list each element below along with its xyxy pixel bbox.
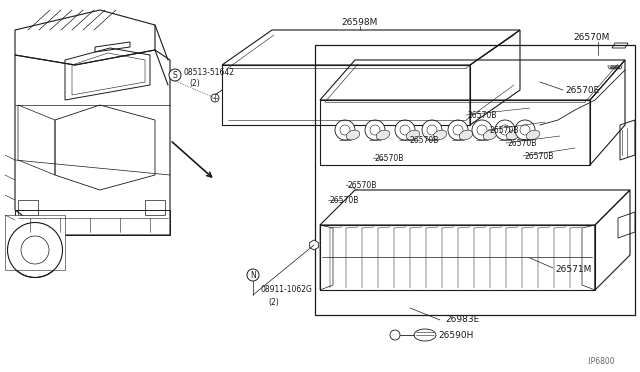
- Ellipse shape: [506, 130, 520, 140]
- Text: 26570B: 26570B: [490, 125, 520, 135]
- Ellipse shape: [406, 130, 420, 140]
- Text: 26590H: 26590H: [438, 330, 474, 340]
- Ellipse shape: [376, 130, 390, 140]
- Text: 26598M: 26598M: [342, 17, 378, 26]
- Text: 26570M: 26570M: [573, 32, 609, 42]
- Circle shape: [247, 269, 259, 281]
- Circle shape: [472, 120, 492, 140]
- Text: 26570B: 26570B: [375, 154, 404, 163]
- Circle shape: [390, 330, 400, 340]
- Ellipse shape: [526, 130, 540, 140]
- Text: S: S: [173, 71, 177, 80]
- Text: 26570B: 26570B: [508, 138, 538, 148]
- Circle shape: [365, 120, 385, 140]
- Text: 26570B: 26570B: [330, 196, 360, 205]
- Text: 26983E: 26983E: [445, 315, 479, 324]
- Bar: [315, 45, 635, 315]
- Text: 26570B: 26570B: [525, 151, 554, 160]
- Circle shape: [448, 120, 468, 140]
- Text: 26570E: 26570E: [565, 86, 599, 94]
- Circle shape: [335, 120, 355, 140]
- Circle shape: [395, 120, 415, 140]
- Text: (2): (2): [268, 298, 279, 307]
- Ellipse shape: [433, 130, 447, 140]
- Text: N: N: [250, 270, 256, 279]
- Circle shape: [515, 120, 535, 140]
- Circle shape: [422, 120, 442, 140]
- Circle shape: [495, 120, 515, 140]
- Ellipse shape: [346, 130, 360, 140]
- Text: 08911-1062G: 08911-1062G: [261, 285, 313, 295]
- Circle shape: [169, 69, 181, 81]
- Text: 08513-51642: 08513-51642: [184, 67, 235, 77]
- Ellipse shape: [414, 329, 436, 341]
- Text: 26570B: 26570B: [410, 135, 440, 144]
- Text: 26570B: 26570B: [348, 180, 378, 189]
- Circle shape: [211, 94, 219, 102]
- Polygon shape: [5, 215, 65, 270]
- Text: (2): (2): [189, 78, 200, 87]
- Text: 26570B: 26570B: [468, 110, 497, 119]
- Ellipse shape: [460, 130, 473, 140]
- Text: 26571M: 26571M: [555, 266, 591, 275]
- Text: .IP6800: .IP6800: [586, 357, 615, 366]
- Ellipse shape: [483, 130, 497, 140]
